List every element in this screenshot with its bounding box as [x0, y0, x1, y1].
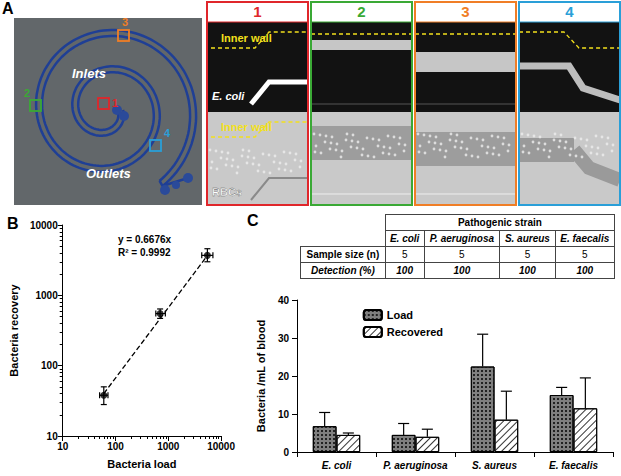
svg-text:40: 40	[278, 295, 290, 306]
svg-text:1000: 1000	[35, 290, 58, 301]
svg-text:Recovered: Recovered	[387, 326, 443, 338]
svg-text:RBCs: RBCs	[212, 186, 242, 198]
html-text:S. aureus: S. aureus	[504, 233, 550, 244]
svg-text:3: 3	[461, 3, 469, 20]
svg-text:1: 1	[253, 3, 261, 20]
html-text:Detection (%): Detection (%)	[310, 265, 375, 276]
svg-text:R² = 0.9992: R² = 0.9992	[118, 247, 171, 258]
svg-text:100: 100	[107, 441, 124, 452]
svg-text:10: 10	[57, 441, 69, 452]
svg-text:A: A	[2, 0, 14, 17]
svg-text:B: B	[7, 215, 19, 232]
svg-text:Bacteria load: Bacteria load	[107, 458, 176, 470]
svg-text:1000: 1000	[157, 441, 180, 452]
svg-text:P. aeruginosa: P. aeruginosa	[383, 460, 448, 471]
html-text:5: 5	[582, 249, 588, 260]
svg-text:10: 10	[278, 409, 290, 420]
svg-text:S. aureus: S. aureus	[472, 460, 517, 471]
html-text:P. aeruginosa: P. aeruginosa	[429, 233, 494, 244]
html-text:E. coli: E. coli	[389, 233, 420, 244]
svg-text:Inner wall: Inner wall	[221, 121, 272, 133]
svg-text:2: 2	[357, 3, 365, 20]
svg-text:Inlets: Inlets	[72, 66, 106, 81]
html-text:Sample size (n): Sample size (n)	[306, 249, 380, 260]
html-text:5: 5	[459, 249, 465, 260]
svg-text:E. coli: E. coli	[212, 90, 245, 102]
svg-text:E. faecalis: E. faecalis	[549, 460, 598, 471]
svg-text:0: 0	[283, 447, 289, 458]
svg-text:Load: Load	[387, 309, 413, 321]
svg-text:10: 10	[46, 430, 58, 442]
svg-text:Bacteria recovery: Bacteria recovery	[8, 283, 20, 376]
svg-text:20: 20	[278, 371, 290, 382]
svg-text:10000: 10000	[30, 220, 58, 231]
svg-text:y = 0.6676x: y = 0.6676x	[118, 234, 172, 245]
html-text:100: 100	[396, 265, 413, 276]
html-text:100: 100	[576, 265, 594, 276]
svg-text:Bacteria /mL of blood: Bacteria /mL of blood	[255, 320, 267, 432]
svg-text:4: 4	[565, 3, 574, 20]
html-text:Pathogenic strain: Pathogenic strain	[457, 217, 542, 228]
html-text:5: 5	[524, 249, 531, 260]
svg-text:100: 100	[41, 360, 58, 371]
html-text:100: 100	[519, 265, 536, 276]
svg-text:Outlets: Outlets	[86, 166, 131, 181]
svg-text:4: 4	[164, 127, 171, 139]
html-text:100: 100	[453, 265, 471, 276]
svg-text:Inner wall: Inner wall	[221, 32, 272, 44]
html-text:E. faecalis: E. faecalis	[560, 233, 610, 244]
svg-text:30: 30	[278, 333, 290, 344]
svg-text:1: 1	[112, 97, 118, 109]
html-text:C: C	[247, 212, 259, 229]
html-text:5: 5	[401, 249, 408, 260]
svg-text:10000: 10000	[207, 441, 235, 452]
svg-text:3: 3	[122, 16, 128, 28]
svg-text:2: 2	[24, 87, 30, 99]
svg-text:E. coli: E. coli	[322, 460, 352, 471]
